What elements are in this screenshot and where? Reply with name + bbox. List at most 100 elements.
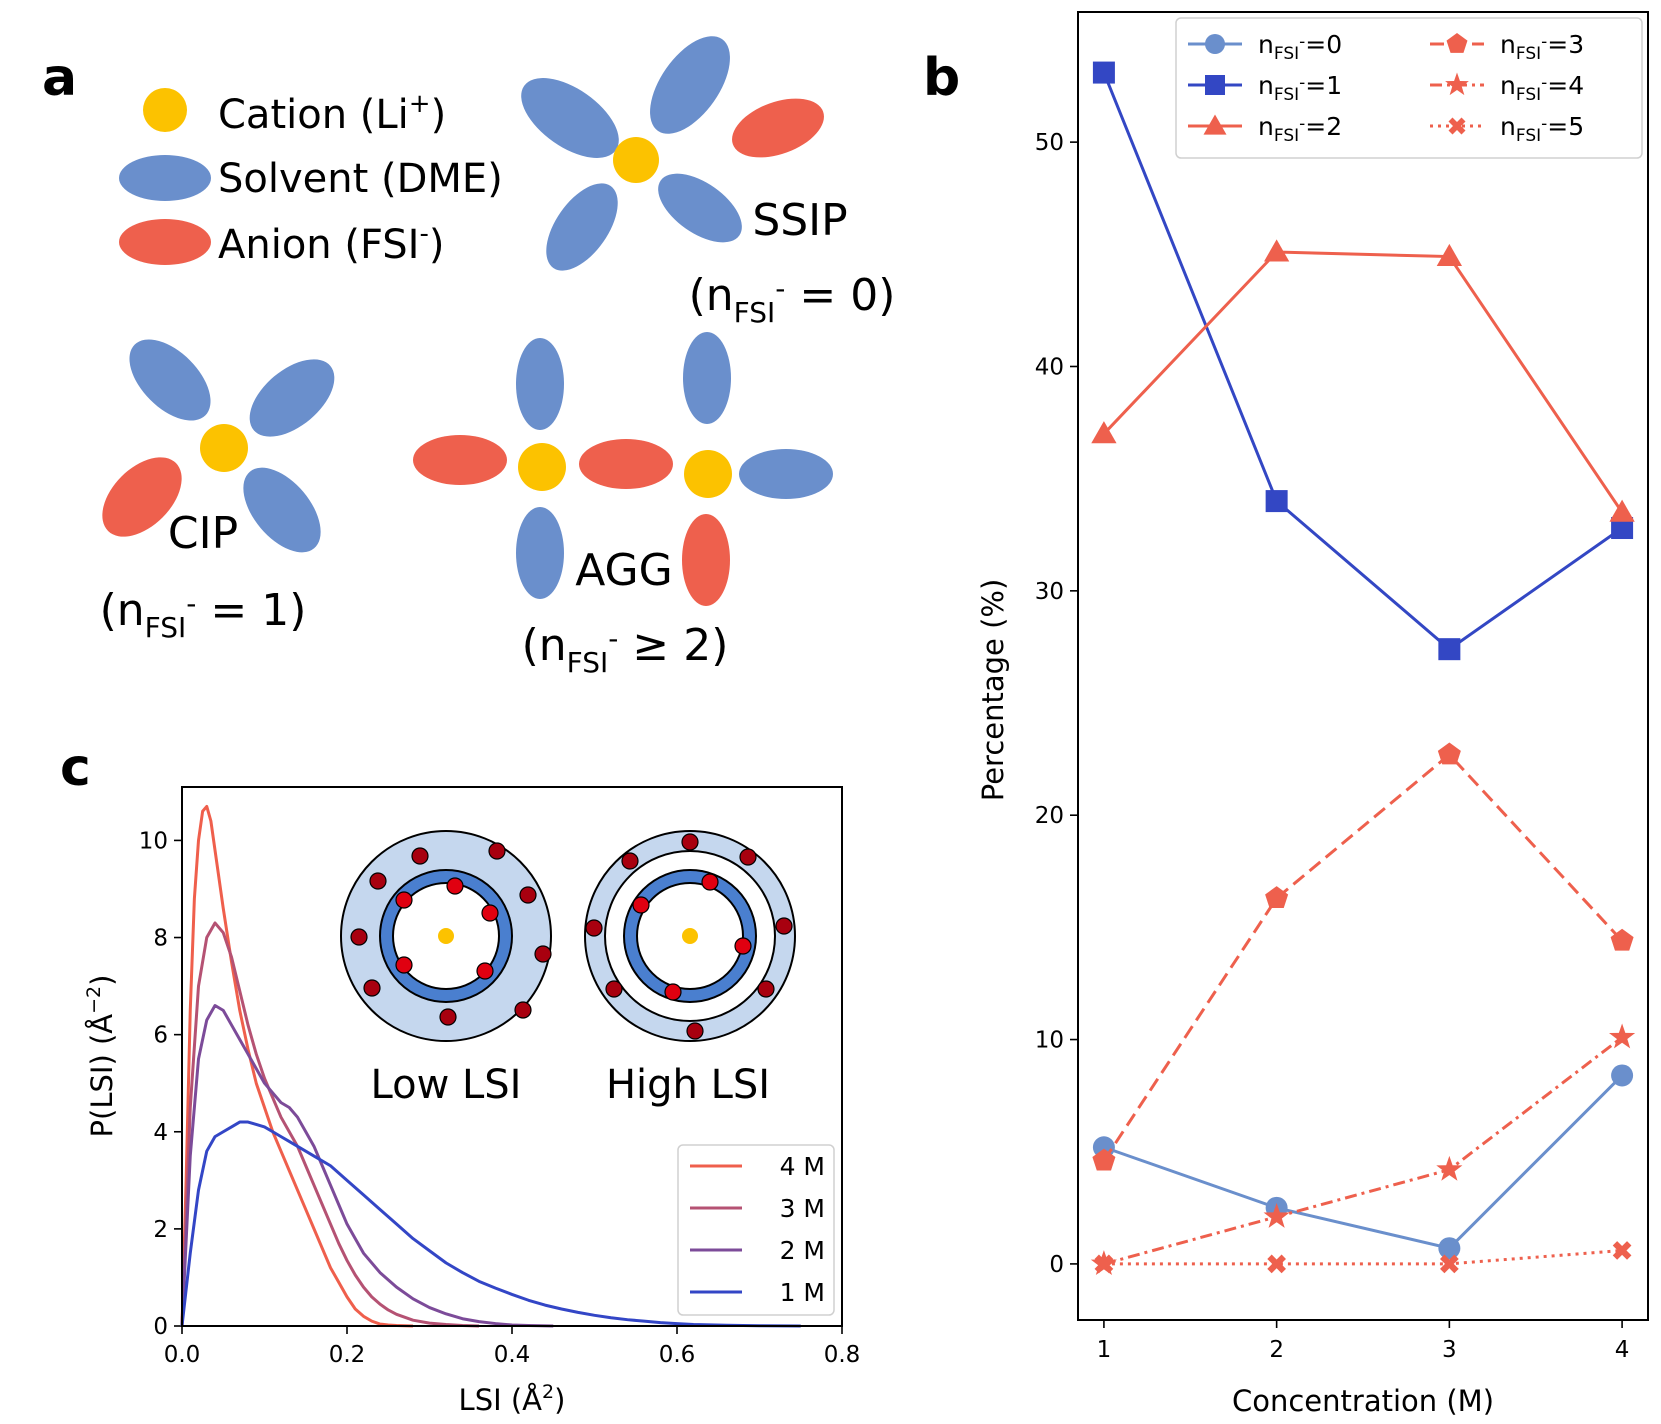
chart-b-xtick-label: 2 <box>1269 1337 1284 1363</box>
agg-anion <box>413 435 507 485</box>
chart-b-ytick-label: 10 <box>1035 1028 1064 1054</box>
chart-b-legend-marker-0 <box>1205 34 1225 54</box>
chart-b-series <box>1090 61 1636 1276</box>
chart-b-point-2-2 <box>1436 243 1463 267</box>
chart-b-legend-marker-2 <box>1203 114 1227 135</box>
chart-b-ytick-label: 50 <box>1035 130 1064 156</box>
chart-b-legend-label-4: nFSI-=4 <box>1500 71 1584 105</box>
high-lsi-inner-anion <box>632 896 650 914</box>
chart-c-legend-label-1: 3 M <box>780 1194 825 1223</box>
ssip-cation <box>613 137 659 183</box>
chart-b-legend-marker-5 <box>1448 117 1466 135</box>
cation-legend-label: Cation (Li+) <box>218 89 446 138</box>
chart-c-ticks: 0.0 0.2 0.4 0.6 0.8 0 2 4 6 8 10 <box>139 828 861 1368</box>
high-lsi-outer-anion <box>585 919 603 937</box>
chart-c-legend-label-3: 1 M <box>780 1278 825 1307</box>
cip-label: CIP <box>168 508 238 559</box>
panel-a-schematic: a Cation (Li+) Solvent (DME) Anion (FSI-… <box>42 36 896 679</box>
chart-c-ytick-label: 0 <box>153 1314 168 1340</box>
cip-n-label: (nFSI- = 1) <box>100 585 307 644</box>
cip-solvent <box>243 467 321 553</box>
chart-b-xlabel: Concentration (M) <box>1232 1384 1494 1418</box>
high-lsi-inner-anion <box>734 937 752 955</box>
high-lsi-inner-anion <box>701 873 719 891</box>
chart-b-point-3-3 <box>1610 928 1634 951</box>
chart-b-point-1-1 <box>1265 490 1288 513</box>
cip-anion <box>102 457 182 537</box>
ssip-cluster: SSIP (nFSI- = 0) <box>521 36 896 329</box>
high-lsi-outer-anion <box>686 1022 704 1040</box>
chart-b-point-2-0 <box>1091 421 1117 444</box>
agg-label: AGG <box>575 545 673 596</box>
high-lsi-outer-anion <box>621 852 639 870</box>
chart-b-legend-marker-3 <box>1446 33 1468 53</box>
chart-b-ytick-label: 30 <box>1035 579 1064 605</box>
chart-c-ytick-label: 4 <box>153 1120 168 1146</box>
chart-b-series-line-2 <box>1102 250 1624 514</box>
chart-b-point-4-1 <box>1263 1203 1290 1228</box>
agg-cluster: AGG (nFSI- ≥ 2) <box>413 332 833 679</box>
chart-c-ytick-label: 8 <box>153 926 168 952</box>
anion-legend-marker <box>119 219 211 265</box>
chart-b-point-5-0 <box>1094 1254 1114 1274</box>
high-lsi-inner-anion <box>664 983 682 1001</box>
chart-c-ytick-label: 6 <box>153 1023 168 1049</box>
chart-b-ytick-label: 0 <box>1049 1252 1064 1278</box>
chart-b-series-line-0 <box>1103 1074 1624 1250</box>
chart-c-legend-label-0: 4 M <box>780 1152 825 1181</box>
agg-cation <box>518 443 566 491</box>
ssip-n-label: (nFSI- = 0) <box>689 270 896 329</box>
chart-c-xtick-label: 0.2 <box>329 1342 366 1368</box>
solvent-legend-label: Solvent (DME) <box>218 156 503 202</box>
chart-c-xtick-label: 0.8 <box>824 1342 861 1368</box>
chart-b-series-line-5 <box>1103 1248 1623 1266</box>
chart-c-xtick-label: 0.4 <box>494 1342 531 1368</box>
chart-b-series-line-1 <box>1102 72 1623 652</box>
chart-b-legend-label-3: nFSI-=3 <box>1500 30 1584 64</box>
chart-b-ylabel: Percentage (%) <box>976 579 1010 802</box>
chart-b-point-5-3 <box>1612 1241 1632 1260</box>
low-lsi-inner-anion <box>476 962 494 980</box>
inset-low-lsi: Low LSI <box>340 830 552 1108</box>
chart-b-xtick-label: 1 <box>1097 1337 1112 1363</box>
inset-high-lsi: High LSI <box>584 830 796 1108</box>
schematic-legend: Cation (Li+) Solvent (DME) Anion (FSI-) <box>119 88 503 268</box>
cip-solvent <box>129 339 211 421</box>
ssip-anion <box>732 98 824 158</box>
low-lsi-inner-anion <box>395 956 413 974</box>
chart-c-series-line-1 <box>180 921 480 1328</box>
ssip-solvent <box>658 173 742 243</box>
chart-b-point-1-2 <box>1438 638 1461 661</box>
agg-solvent <box>516 507 564 599</box>
cip-cation <box>200 424 248 472</box>
chart-b-legend: nFSI-=0 nFSI-=1 nFSI-=2 nFSI-=3 nFSI-=4 nFSI-… <box>1175 17 1643 159</box>
panel-a-letter: a <box>42 48 77 108</box>
high-lsi-label: High LSI <box>606 1062 770 1108</box>
chart-c-series <box>180 804 801 1328</box>
chart-b-legend-label-0: nFSI-=0 <box>1258 30 1342 64</box>
low-lsi-inner-anion <box>446 877 464 895</box>
chart-b-ytick-label: 20 <box>1035 803 1064 829</box>
anion-legend-label: Anion (FSI-) <box>218 219 444 268</box>
chart-b-point-1-0 <box>1092 61 1115 84</box>
chart-c-xtick-label: 0.6 <box>659 1342 696 1368</box>
high-lsi-outer-anion <box>775 917 793 935</box>
low-lsi-inner-anion <box>395 891 413 909</box>
ssip-label: SSIP <box>752 195 847 246</box>
chart-c-xlabel: LSI (Å2) <box>459 1381 566 1417</box>
chart-b-series-line-4 <box>1103 1036 1624 1266</box>
chart-b-legend-label-2: nFSI-=2 <box>1258 112 1342 146</box>
chart-b-point-3-2 <box>1437 742 1461 765</box>
chart-b-point-2-3 <box>1609 499 1635 522</box>
low-lsi-outer-anion <box>369 872 387 890</box>
agg-cation <box>684 450 732 498</box>
solvent-legend-marker <box>119 155 211 201</box>
high-lsi-outer-anion <box>757 980 775 998</box>
chart-b-point-2-1 <box>1263 239 1290 262</box>
chart-c-ytick-label: 10 <box>139 828 168 854</box>
agg-solvent <box>516 338 564 430</box>
chart-c-ytick-label: 2 <box>153 1217 168 1243</box>
